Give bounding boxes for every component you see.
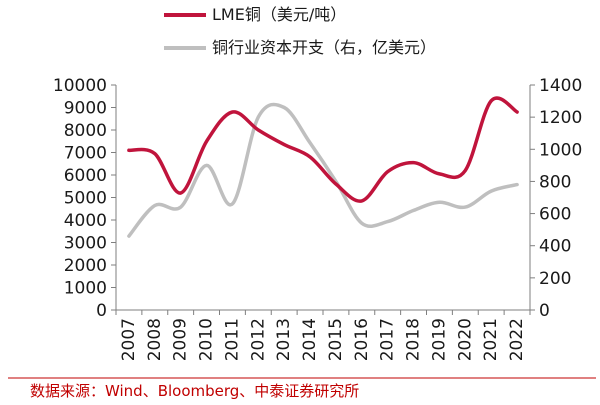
left-tick-label: 6000 xyxy=(64,166,107,186)
x-tick-label: 2008 xyxy=(145,318,165,361)
left-tick-label: 2000 xyxy=(64,256,107,276)
x-tick-label: 2019 xyxy=(429,318,449,361)
right-tick-label: 1200 xyxy=(539,108,582,128)
x-tick-label: 2010 xyxy=(197,318,217,361)
x-tick-label: 2020 xyxy=(455,318,475,361)
right-tick-label: 1000 xyxy=(539,140,582,160)
left-tick-label: 9000 xyxy=(64,99,107,119)
left-tick-label: 0 xyxy=(96,301,107,321)
left-tick-label: 4000 xyxy=(64,211,107,231)
left-tick-label: 5000 xyxy=(64,189,107,209)
x-tick-label: 2016 xyxy=(352,318,372,361)
x-tick-label: 2021 xyxy=(481,318,501,361)
x-ticks: 2007 2008 2009 2010 2011 2012 2013 2014 2015 2016… xyxy=(115,310,531,361)
x-tick-label: 2018 xyxy=(404,318,424,361)
left-tick-label: 1000 xyxy=(64,279,107,299)
right-y-ticks: 0 200 400 600 800 1000 1200 1400 xyxy=(530,76,582,321)
legend-label-capex: 铜行业资本开支（右，亿美元） xyxy=(212,38,436,57)
right-tick-label: 400 xyxy=(539,237,571,257)
x-tick-label: 2009 xyxy=(171,318,191,361)
left-tick-label: 3000 xyxy=(64,234,107,254)
left-tick-label: 7000 xyxy=(64,144,107,164)
legend: LME铜（美元/吨） 铜行业资本开支（右，亿美元） xyxy=(164,5,436,57)
x-tick-label: 2012 xyxy=(248,318,268,361)
x-tick-label: 2011 xyxy=(222,318,242,361)
right-tick-label: 800 xyxy=(539,172,571,192)
x-tick-label: 2014 xyxy=(300,318,320,361)
x-tick-label: 2017 xyxy=(378,318,398,361)
series-line-lme-copper xyxy=(127,96,519,203)
right-tick-label: 600 xyxy=(539,205,571,225)
legend-label-lme-copper: LME铜（美元/吨） xyxy=(212,5,346,24)
series-line-capex xyxy=(127,102,519,238)
x-tick-label: 2022 xyxy=(507,318,527,361)
left-tick-label: 10000 xyxy=(53,76,107,96)
x-tick-label: 2013 xyxy=(274,318,294,361)
right-tick-label: 0 xyxy=(539,301,550,321)
x-tick-label: 2015 xyxy=(326,318,346,361)
x-tick-label: 2007 xyxy=(119,318,139,361)
source-text: 数据来源：Wind、Bloomberg、中泰证券研究所 xyxy=(30,382,359,400)
right-tick-label: 200 xyxy=(539,269,571,289)
left-tick-label: 8000 xyxy=(64,121,107,141)
right-tick-label: 1400 xyxy=(539,76,582,96)
